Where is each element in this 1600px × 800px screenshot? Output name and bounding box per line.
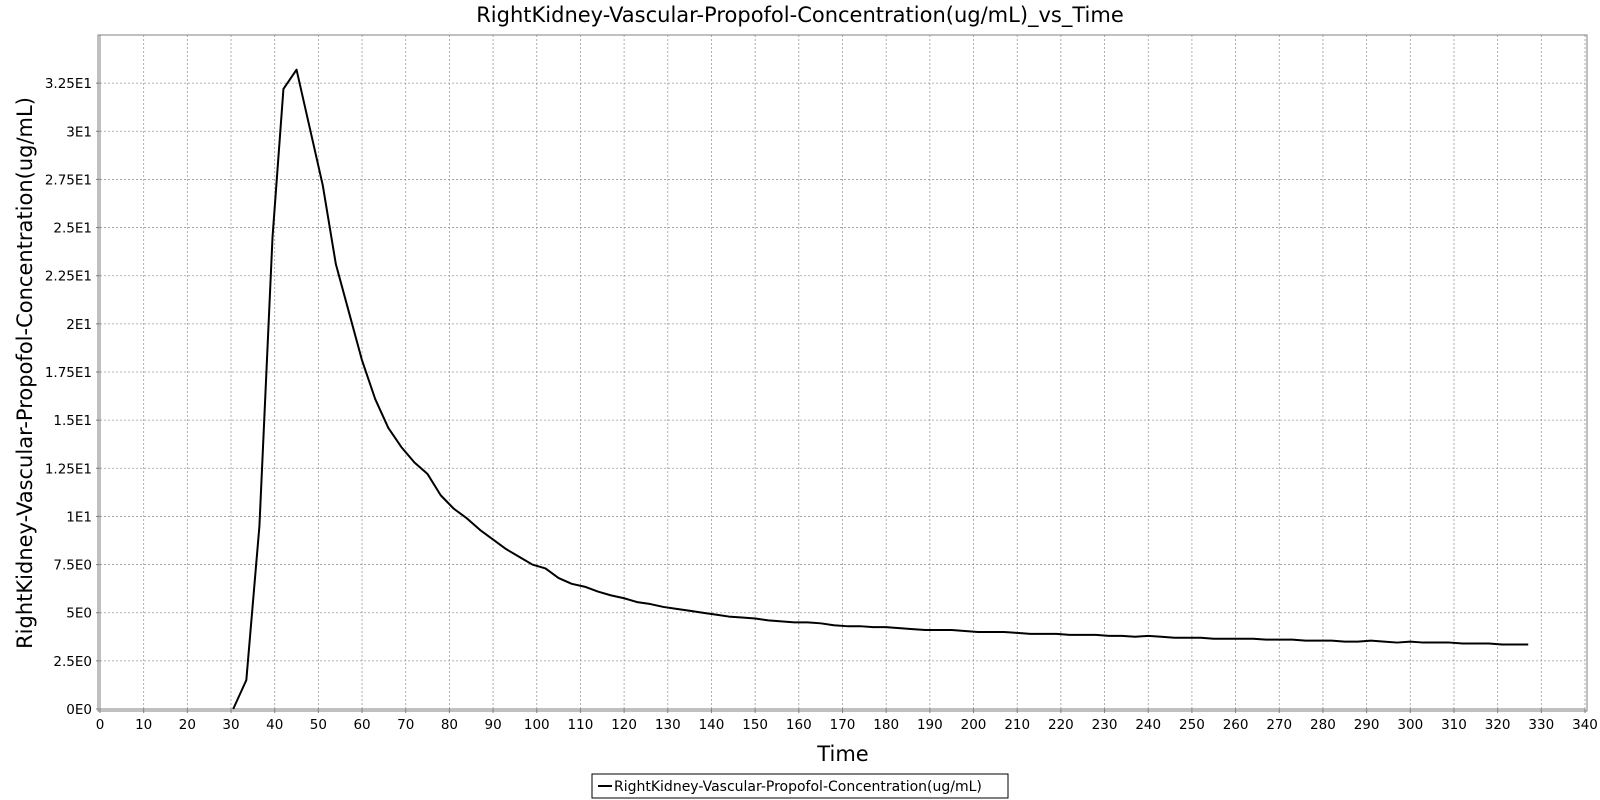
x-tick-label-1: 10: [135, 717, 152, 733]
x-tick-label-7: 70: [397, 717, 414, 733]
x-tick-label-22: 220: [1048, 717, 1074, 733]
x-tick-label-0: 0: [96, 717, 105, 733]
x-tick-label-32: 320: [1485, 717, 1511, 733]
y-tick-label-2: 5E0: [66, 606, 92, 622]
x-tick-label-21: 210: [1004, 717, 1030, 733]
legend-label: RightKidney-Vascular-Propofol-Concentrat…: [614, 779, 982, 795]
y-tick-label-4: 1E1: [66, 509, 92, 525]
x-tick-label-19: 190: [917, 717, 943, 733]
x-tick-label-8: 80: [441, 717, 458, 733]
legend-box: [591, 773, 1009, 799]
x-tick-label-15: 150: [742, 717, 768, 733]
x-tick-label-9: 90: [484, 717, 501, 733]
x-tick-label-17: 170: [830, 717, 856, 733]
y-tick-label-5: 1.25E1: [45, 461, 92, 477]
x-tick-label-23: 230: [1092, 717, 1118, 733]
x-tick-label-25: 250: [1179, 717, 1205, 733]
x-tick-label-4: 40: [266, 717, 283, 733]
x-tick-label-14: 140: [699, 717, 725, 733]
x-tick-label-24: 240: [1135, 717, 1161, 733]
x-tick-label-29: 290: [1354, 717, 1380, 733]
y-tick-label-8: 2E1: [66, 317, 92, 333]
grid-lines: [100, 35, 1586, 709]
x-tick-label-6: 60: [353, 717, 370, 733]
x-tick-label-11: 110: [568, 717, 594, 733]
x-tick-label-3: 30: [222, 717, 239, 733]
y-tick-label-1: 2.5E0: [53, 654, 92, 670]
x-tick-label-30: 300: [1397, 717, 1423, 733]
x-tick-label-13: 130: [655, 717, 681, 733]
x-tick-label-12: 120: [611, 717, 637, 733]
y-tick-label-12: 3E1: [66, 124, 92, 140]
y-tick-label-10: 2.5E1: [53, 221, 92, 237]
x-tick-label-18: 180: [873, 717, 899, 733]
y-tick-label-7: 1.75E1: [45, 365, 92, 381]
x-tick-label-31: 310: [1441, 717, 1467, 733]
x-tick-label-5: 50: [310, 717, 327, 733]
x-axis-ticks: 0 10 20 30 40 50 60 70 80 90 100 110 120 130 140 150 160…: [96, 709, 1598, 733]
legend: RightKidney-Vascular-Propofol-Concentrat…: [591, 773, 1009, 799]
x-tick-label-34: 340: [1572, 717, 1598, 733]
x-tick-label-20: 200: [961, 717, 987, 733]
x-tick-label-27: 270: [1266, 717, 1292, 733]
series-line-0: [232, 68, 1529, 710]
x-tick-label-16: 160: [786, 717, 812, 733]
x-tick-label-33: 330: [1528, 717, 1554, 733]
y-axis-label: RightKidney-Vascular-Propofol-Concentrat…: [13, 97, 37, 649]
y-tick-label-11: 2.75E1: [45, 172, 92, 188]
x-tick-label-26: 260: [1223, 717, 1249, 733]
y-axis-ticks: 0E0 2.5E0 5E0 7.5E0 1E1 1.25E1 1.5E1 1.75E1 2E1 2…: [45, 76, 100, 718]
chart-title: RightKidney-Vascular-Propofol-Concentrat…: [476, 3, 1124, 28]
x-axis-label: Time: [816, 742, 868, 766]
x-tick-label-2: 20: [179, 717, 196, 733]
y-tick-label-9: 2.25E1: [45, 269, 92, 285]
y-tick-label-3: 7.5E0: [53, 558, 92, 574]
x-tick-label-28: 280: [1310, 717, 1336, 733]
y-tick-label-6: 1.5E1: [53, 413, 92, 429]
x-tick-label-10: 100: [524, 717, 550, 733]
y-tick-label-13: 3.25E1: [45, 76, 92, 92]
series-layer: [232, 68, 1529, 710]
y-tick-label-0: 0E0: [66, 702, 92, 718]
